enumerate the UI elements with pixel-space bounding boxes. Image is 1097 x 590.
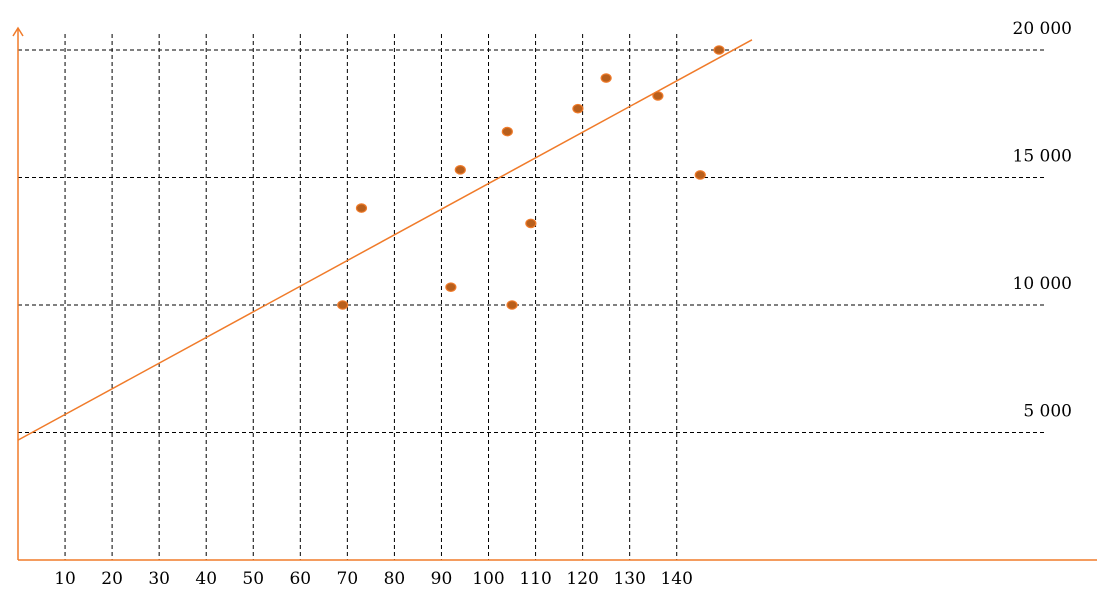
x-tick-label: 120 xyxy=(566,569,598,589)
x-tick-label: 30 xyxy=(148,569,170,589)
data-point xyxy=(445,282,457,292)
data-point xyxy=(694,170,706,180)
data-point xyxy=(525,218,537,229)
x-tick-label: 110 xyxy=(519,569,551,589)
x-tick-label: 60 xyxy=(289,569,311,589)
y-tick-label: 5 000 xyxy=(1023,402,1072,422)
y-tick-label: 15 000 xyxy=(1013,147,1072,167)
data-point xyxy=(501,126,513,137)
data-point xyxy=(713,45,725,55)
data-point xyxy=(600,73,612,83)
data-point xyxy=(506,300,518,310)
data-point xyxy=(337,300,349,310)
data-point xyxy=(652,91,664,101)
trend-line xyxy=(17,39,753,441)
x-tick-label: 20 xyxy=(101,569,123,589)
data-point xyxy=(454,165,466,175)
data-point xyxy=(572,103,584,114)
data-point xyxy=(355,203,368,213)
y-tick-label: 20 000 xyxy=(1013,19,1072,39)
x-tick-label: 130 xyxy=(613,569,645,589)
x-tick-label: 90 xyxy=(431,569,453,589)
x-tick-label: 10 xyxy=(54,569,76,589)
x-tick-label: 40 xyxy=(195,569,217,589)
y-axis-arrow xyxy=(12,26,24,37)
y-tick-label: 10 000 xyxy=(1013,274,1072,294)
x-tick-label: 50 xyxy=(242,569,264,589)
x-tick-label: 70 xyxy=(337,569,359,589)
x-tick-label: 80 xyxy=(384,569,406,589)
x-tick-label: 100 xyxy=(472,569,504,589)
x-tick-label: 140 xyxy=(660,569,692,589)
